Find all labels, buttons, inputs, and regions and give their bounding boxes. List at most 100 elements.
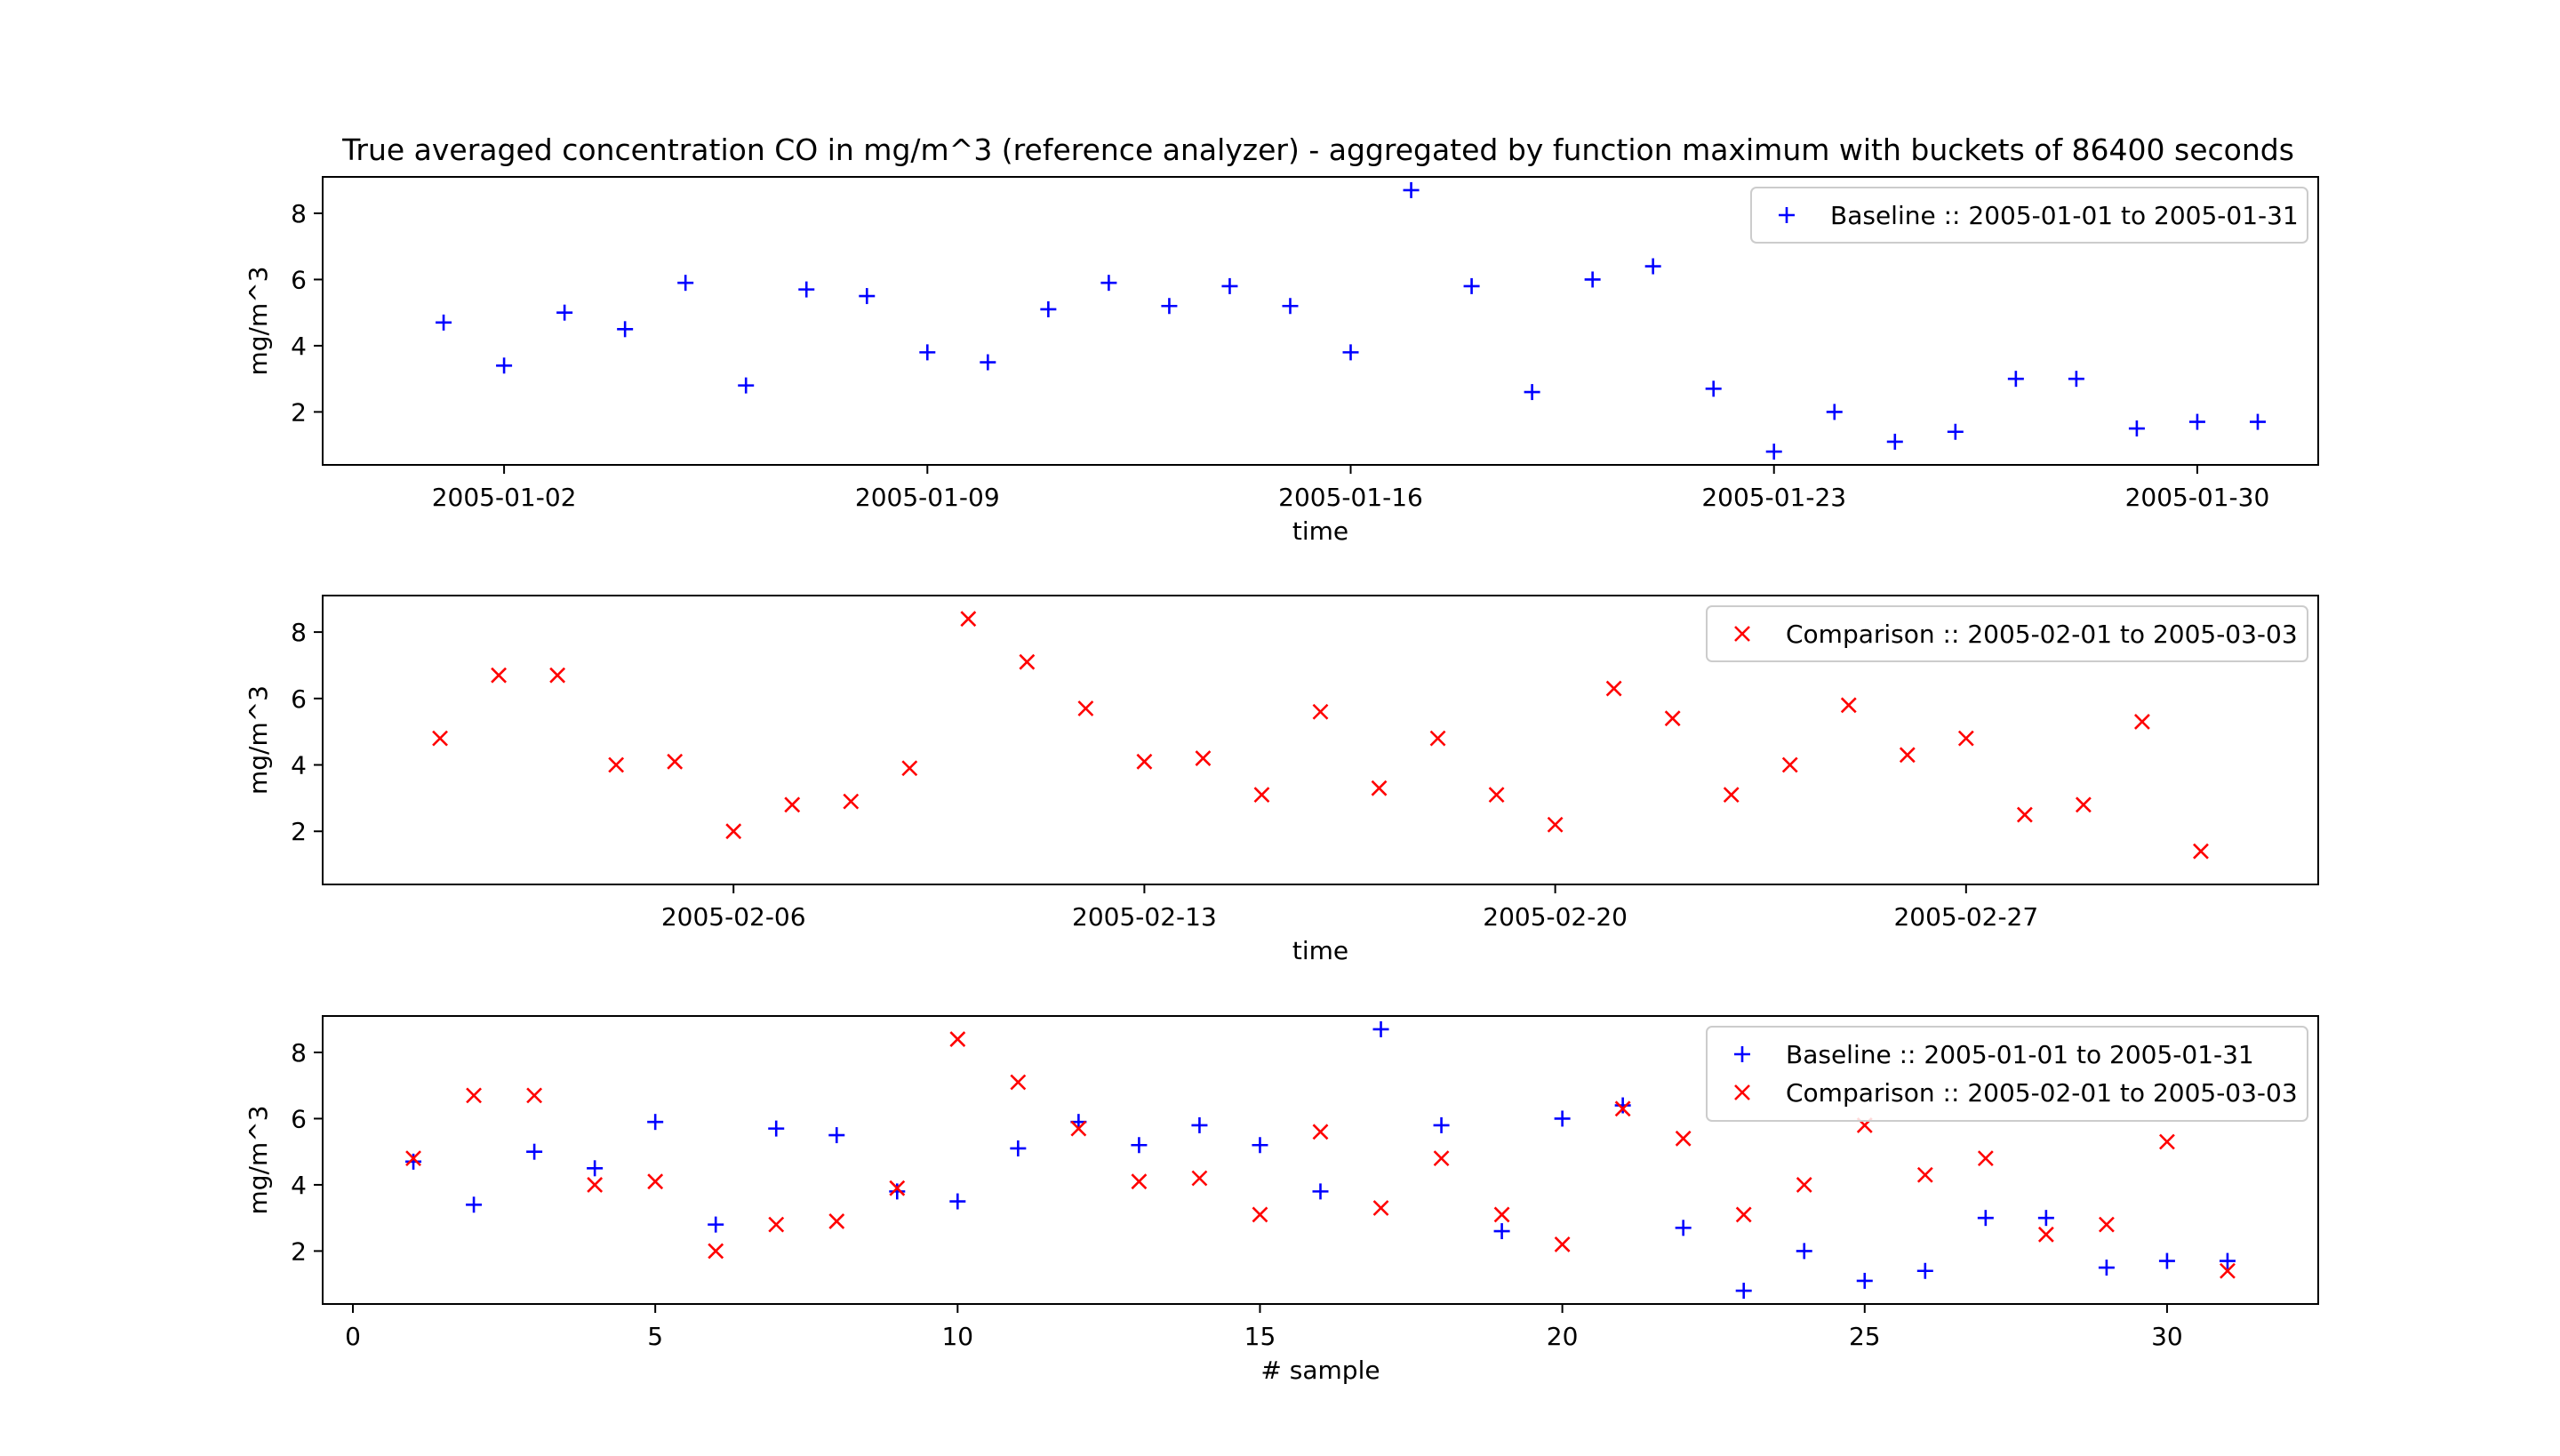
x-tick-label: 2005-01-09: [855, 483, 1000, 512]
chart-title: True averaged concentration CO in mg/m^3…: [341, 132, 2294, 167]
baseline-panel: 2 4 6 8 2005-01-02 2005-01-09 2005-01-16 2005-0…: [244, 176, 2319, 546]
data-point: [526, 1143, 543, 1160]
data-point: [647, 1114, 664, 1131]
data-point: [2159, 1133, 2175, 1150]
data-point: [1100, 275, 1117, 292]
data-point: [2007, 371, 2024, 388]
x-tick-label: 2005-01-02: [432, 483, 577, 512]
data-point: [1195, 750, 1212, 766]
data-point: [1554, 1110, 1571, 1127]
legend: Baseline :: 2005-01-01 to 2005-01-31: [1750, 187, 2308, 244]
data-point: [1131, 1173, 1148, 1190]
data-point: [1735, 1206, 1752, 1223]
data-point: [1614, 1097, 1631, 1114]
x-tick-label: 2005-02-13: [1072, 902, 1217, 932]
data-point: [2128, 420, 2145, 437]
data-point: [708, 1216, 724, 1233]
data-point: [647, 1173, 664, 1190]
x-tick-label: 30: [2151, 1322, 2183, 1351]
data-point: [1312, 1183, 1329, 1200]
data-point: [1781, 756, 1798, 773]
legend-frame: [1706, 1026, 2308, 1122]
y-axis-label: mg/m^3: [244, 1105, 273, 1214]
data-point: [2219, 1252, 2236, 1269]
y-tick-label: 8: [291, 618, 307, 647]
data-point: [949, 1031, 966, 1047]
data-point: [2220, 1262, 2236, 1279]
x-tick-label: 2005-02-20: [1483, 902, 1628, 932]
data-point: [1675, 1220, 1692, 1236]
data-point: [2193, 843, 2209, 860]
legend-entry-comparison: Comparison :: 2005-02-01 to 2005-03-03: [1734, 1078, 2298, 1108]
data-point: [859, 288, 876, 305]
x-tick-label: 5: [647, 1322, 663, 1351]
data-point: [1010, 1140, 1027, 1156]
legend-label: Comparison :: 2005-02-01 to 2005-03-03: [1786, 620, 2298, 649]
data-point: [980, 354, 996, 371]
data-point: [2249, 413, 2266, 430]
data-point: [1605, 680, 1622, 697]
data-point: [949, 1193, 966, 1210]
data-point: [1796, 1177, 1812, 1193]
data-point: [1282, 298, 1299, 315]
data-point: [828, 1127, 845, 1144]
data-point: [1493, 1223, 1510, 1240]
data-point: [587, 1177, 604, 1193]
legend-frame: [1750, 187, 2308, 244]
legend-marker: [1734, 1046, 1750, 1062]
y-tick-label: 6: [291, 684, 307, 714]
y-tick-label: 2: [291, 817, 307, 846]
data-point: [2188, 413, 2205, 430]
data-point: [1312, 703, 1329, 720]
series-baseline: [436, 181, 2266, 460]
data-point: [2158, 1252, 2175, 1269]
data-point: [1252, 1137, 1268, 1154]
data-point: [2075, 796, 2092, 813]
data-point: [617, 321, 634, 338]
x-tick-label: 25: [1849, 1322, 1881, 1351]
data-point: [2098, 1216, 2115, 1233]
y-tick-label: 6: [291, 1104, 307, 1133]
data-point: [1675, 1130, 1692, 1147]
comparison-panel: 2 4 6 8 2005-02-06 2005-02-13 2005-02-20 2005-0…: [244, 595, 2319, 965]
data-point: [2133, 714, 2150, 730]
data-point: [667, 753, 684, 770]
y-axis-label: mg/m^3: [244, 685, 273, 795]
data-point: [1524, 384, 1540, 401]
data-point: [1584, 271, 1601, 288]
legend-marker: [1734, 1084, 1750, 1100]
data-point: [405, 1150, 421, 1167]
data-point: [405, 1153, 422, 1170]
legend-entry-baseline: Baseline :: 2005-01-01 to 2005-01-31: [1734, 1040, 2254, 1069]
data-point: [556, 304, 573, 321]
data-point: [526, 1087, 543, 1104]
x-axis-label: time: [1292, 516, 1348, 546]
data-point: [1433, 1116, 1450, 1133]
data-point: [1916, 1166, 1933, 1183]
legend-entry-comparison: Comparison :: 2005-02-01 to 2005-03-03: [1734, 620, 2298, 649]
data-point: [1070, 1120, 1087, 1137]
legend-label: Baseline :: 2005-01-01 to 2005-01-31: [1786, 1040, 2254, 1069]
data-point: [2037, 1226, 2054, 1243]
data-point: [1705, 380, 1722, 397]
data-point: [1614, 1100, 1631, 1117]
data-point: [889, 1183, 906, 1200]
data-point: [1077, 700, 1094, 716]
x-axis-label: # sample: [1260, 1356, 1380, 1385]
data-point: [1010, 1074, 1027, 1091]
data-point: [1221, 277, 1238, 294]
data-point: [828, 1212, 845, 1229]
data-point: [708, 1243, 724, 1260]
data-point: [1433, 1150, 1450, 1167]
data-point: [1826, 404, 1843, 420]
y-axis-label: mg/m^3: [244, 266, 273, 375]
legend-marker: [1779, 207, 1795, 223]
x-tick-label: 2005-02-27: [1893, 902, 2038, 932]
data-point: [768, 1120, 785, 1137]
data-point: [901, 760, 918, 777]
data-point: [960, 611, 977, 628]
data-point: [798, 281, 815, 298]
data-point: [1040, 300, 1057, 317]
y-tick-label: 8: [291, 199, 307, 228]
